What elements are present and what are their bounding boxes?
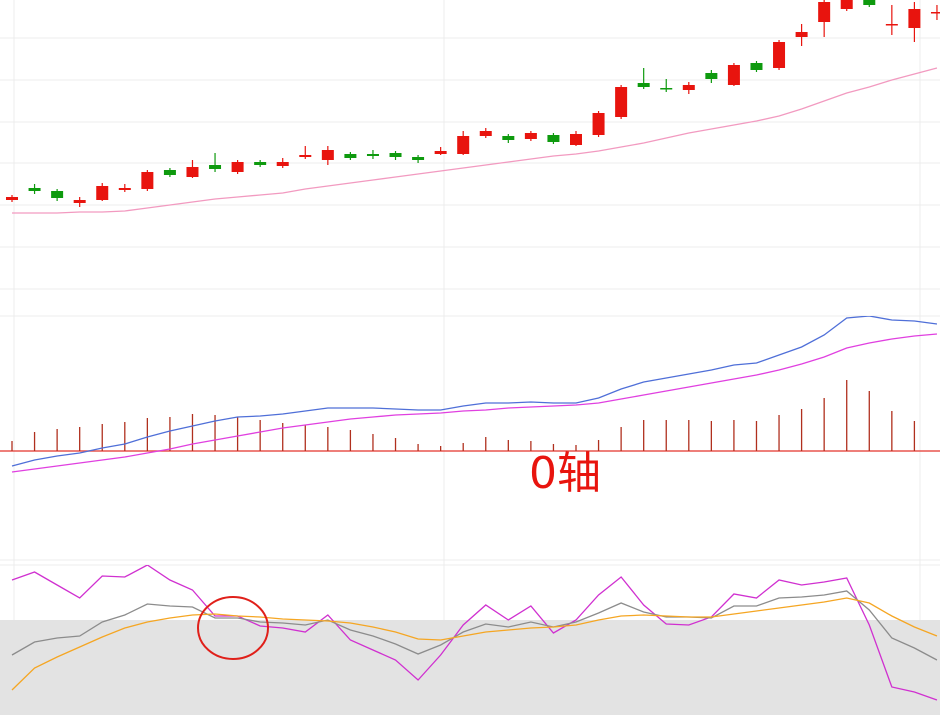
candle-body [750, 63, 763, 70]
candle-body [682, 85, 695, 90]
series-line [11, 333, 938, 473]
candle-body [141, 172, 154, 189]
candle-body [795, 32, 808, 37]
candle-body [73, 200, 86, 203]
candle-body [412, 157, 425, 160]
candle-body [163, 170, 176, 175]
series-line [11, 597, 938, 691]
candle-body [96, 186, 109, 200]
annotation: 0轴 [529, 448, 601, 499]
candle-body [637, 83, 650, 87]
series-line [12, 67, 938, 214]
candle-body [615, 87, 628, 117]
candle-body [524, 133, 537, 139]
candle-body [299, 155, 312, 157]
shaded-band [0, 620, 940, 715]
candle-body [502, 136, 515, 140]
candle-body [479, 131, 492, 136]
candle-body [818, 2, 831, 22]
candle-body [276, 162, 289, 166]
candle-body [231, 162, 244, 172]
series-line [11, 565, 938, 701]
candle-body [118, 188, 131, 190]
candle-body [705, 73, 718, 79]
candle-body [863, 0, 876, 5]
candle-body [727, 65, 740, 85]
candle-body [389, 153, 402, 157]
candle-body [254, 162, 267, 165]
candle-body [321, 150, 334, 160]
candle-body [930, 12, 940, 14]
macd-panel [0, 316, 940, 473]
candle-body [28, 188, 41, 191]
candle-body [570, 134, 582, 145]
kdj-panel [0, 565, 940, 715]
series-line [11, 316, 938, 467]
candle-body [457, 136, 470, 154]
candle-body [592, 113, 605, 135]
candle-body [660, 88, 673, 90]
candle-body [885, 24, 898, 26]
candle-body [366, 154, 379, 156]
candle-body [547, 135, 560, 142]
candle-body [186, 167, 199, 177]
price-panel [6, 0, 940, 214]
candle-body [840, 0, 853, 9]
candle-body [434, 151, 447, 154]
highlight-circle [197, 596, 269, 660]
candle-body [209, 165, 222, 169]
series-line [11, 590, 938, 661]
candle-body [51, 191, 64, 198]
candle-body [344, 154, 357, 158]
candle-body [908, 9, 921, 28]
candle-body [773, 42, 786, 68]
candle-body [6, 197, 18, 200]
